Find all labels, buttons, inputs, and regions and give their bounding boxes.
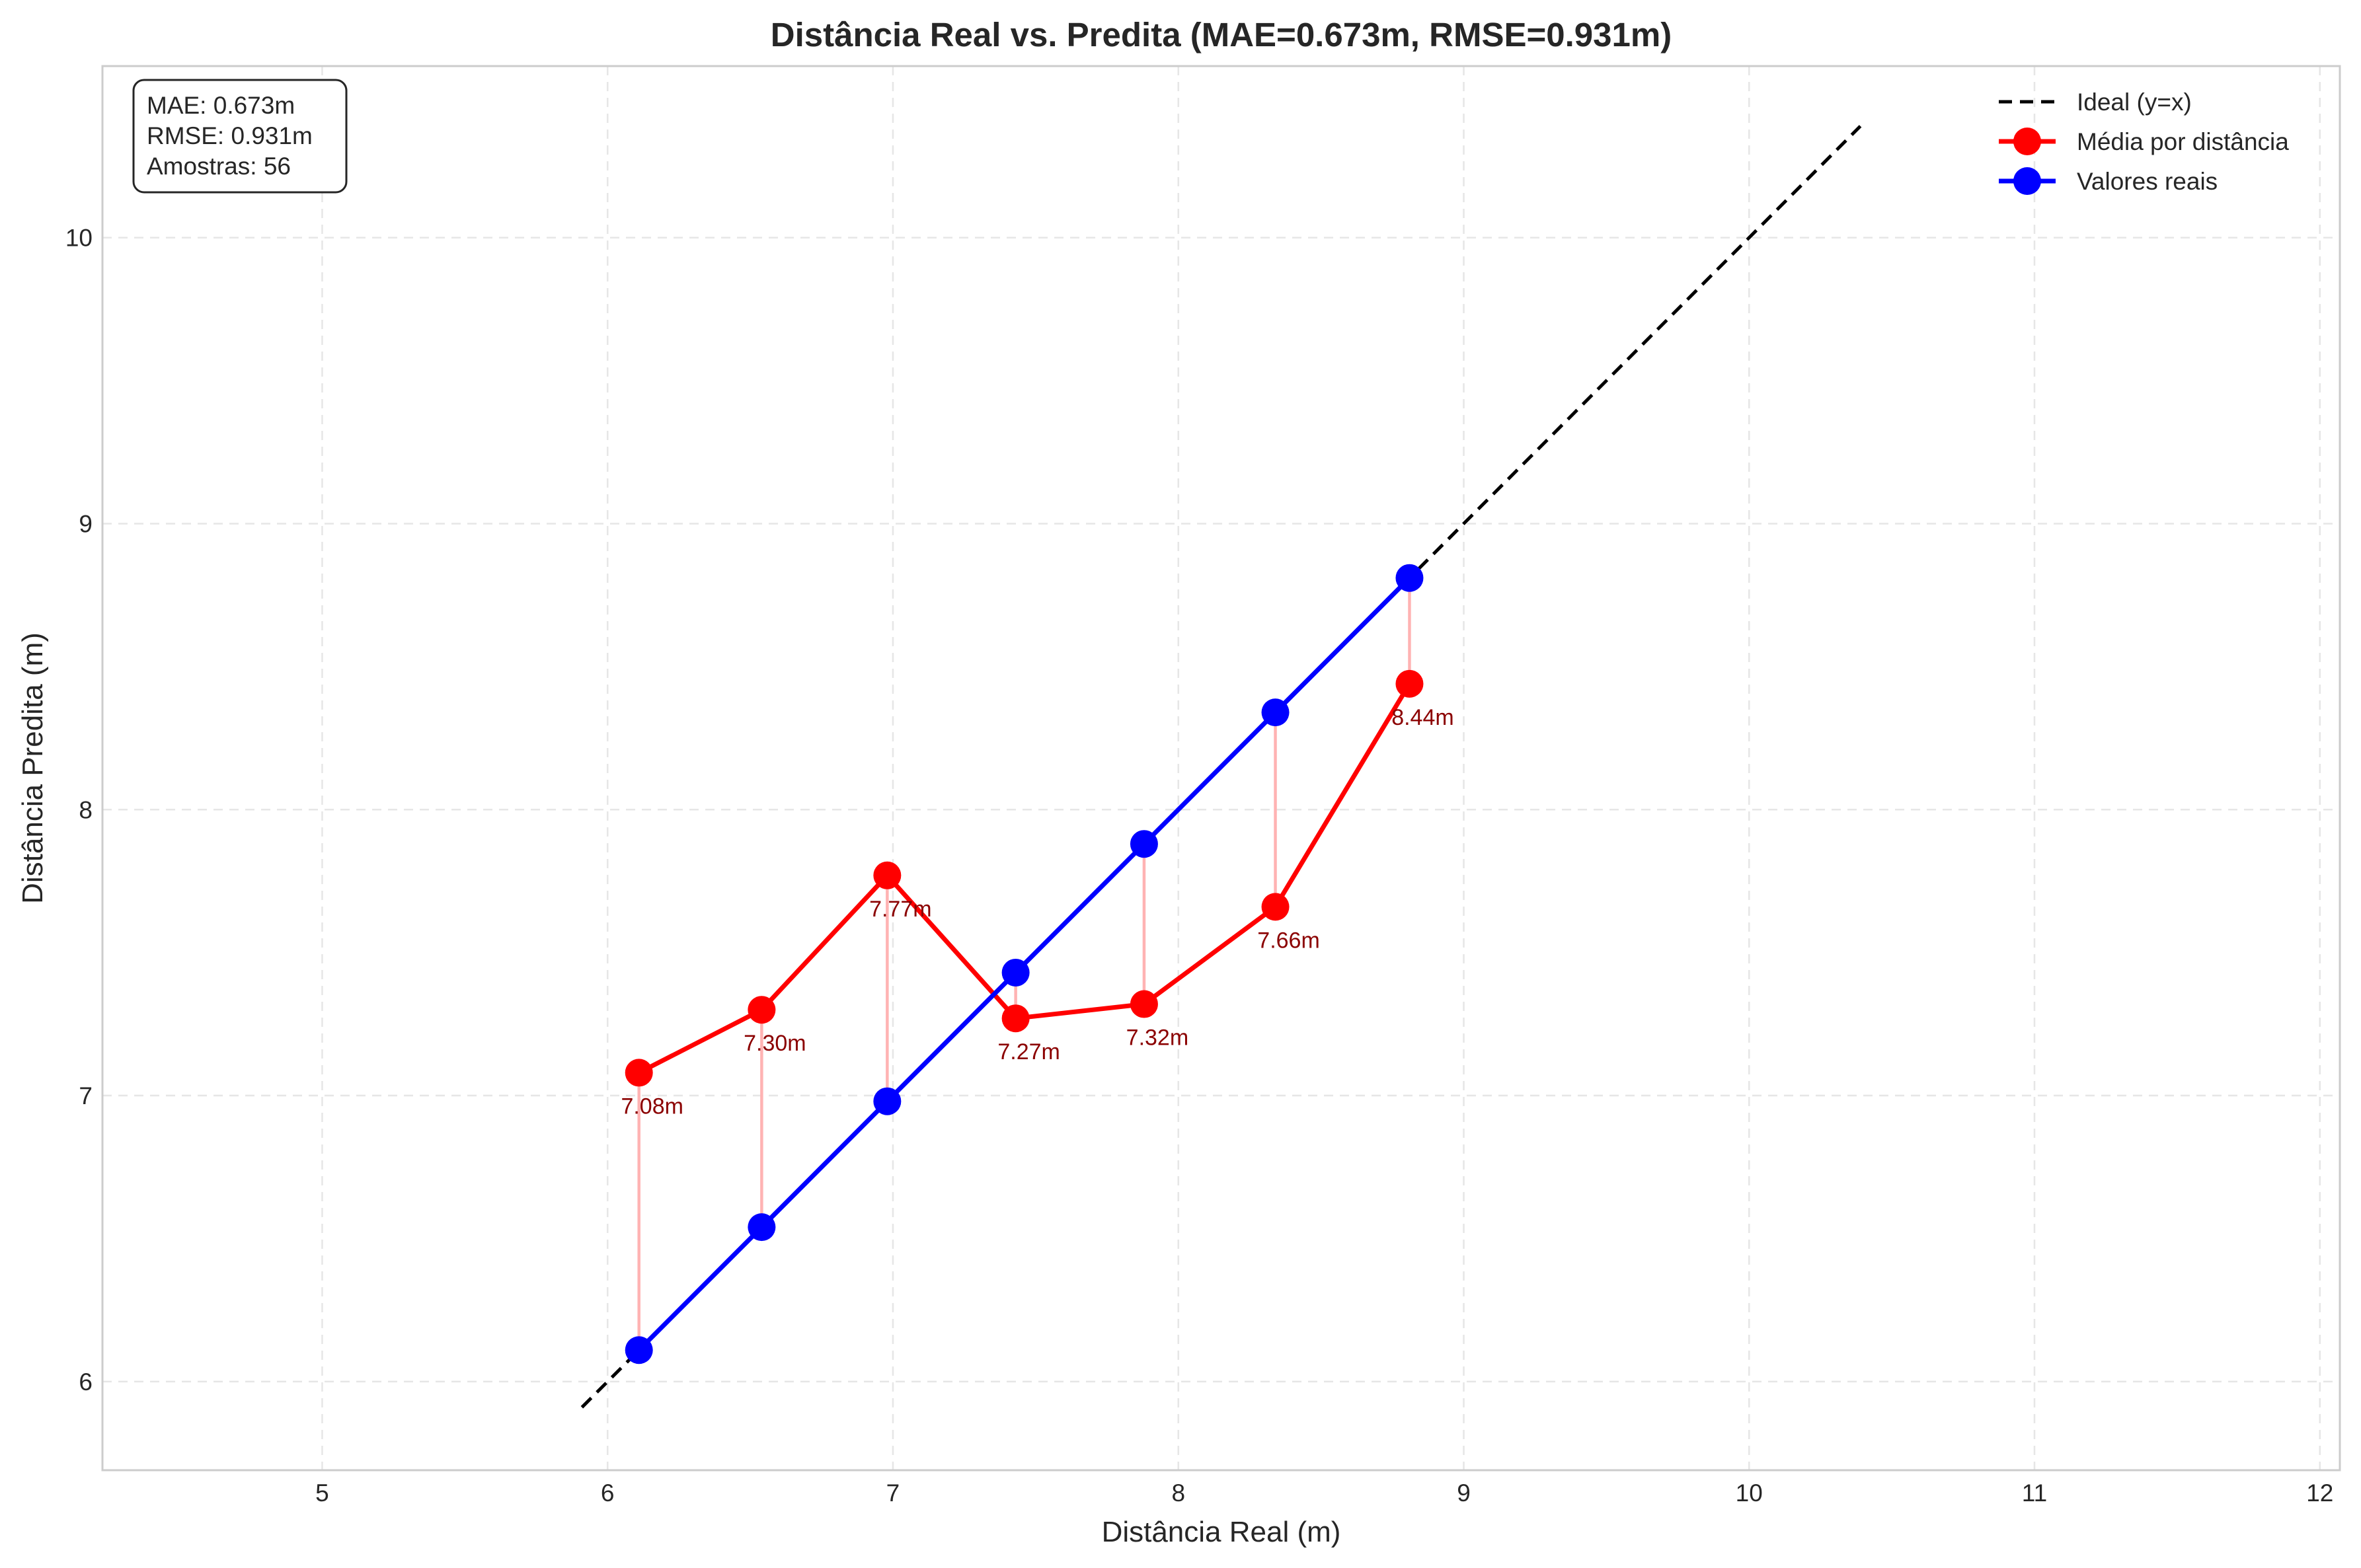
data-point-reais — [625, 1336, 653, 1364]
data-label: 7.77m — [869, 897, 932, 922]
data-point-reais — [873, 1087, 902, 1115]
data-point-reais — [1001, 958, 1030, 987]
legend-item-media: Média por distância — [1999, 128, 2289, 155]
error-connectors — [637, 578, 1411, 1351]
axis-ticks: 5 6 7 8 9 10 11 12 6 7 8 9 10 — [65, 225, 2334, 1507]
data-point-reais — [1395, 564, 1424, 592]
data-label: 8.44m — [1391, 705, 1454, 730]
chart-title: Distância Real vs. Predita (MAE=0.673m, … — [771, 16, 1672, 54]
data-point-media — [1001, 1004, 1030, 1033]
data-point-media — [748, 996, 776, 1024]
series — [580, 125, 1862, 1409]
data-label: 7.32m — [1126, 1026, 1189, 1051]
x-tick-label: 7 — [886, 1479, 900, 1507]
x-axis-label: Distância Real (m) — [1102, 1516, 1341, 1548]
legend-item-reais: Valores reais — [1999, 167, 2218, 195]
stats-box-frame — [132, 79, 348, 194]
data-point-reais — [1130, 830, 1158, 858]
data-point-media — [625, 1059, 653, 1087]
data-point-reais — [1261, 698, 1290, 727]
y-tick-label: 10 — [65, 225, 93, 252]
data-point-media — [1395, 669, 1424, 698]
stats-mae: MAE: 0.673m — [147, 92, 295, 119]
value-annotations: 7.08m 7.30m 7.77m 7.27m 7.32m 7.66m 8.44m — [621, 705, 1453, 1119]
stats-samples: Amostras: 56 — [147, 153, 291, 180]
legend-swatch-reais-marker — [2013, 167, 2041, 195]
x-tick-label: 5 — [315, 1479, 329, 1507]
data-label: 7.27m — [997, 1039, 1060, 1064]
legend-label-ideal: Ideal (y=x) — [2077, 89, 2192, 116]
x-tick-label: 6 — [601, 1479, 615, 1507]
legend: Ideal (y=x) Média por distância Valores … — [1999, 89, 2289, 195]
stats-box: MAE: 0.673m RMSE: 0.931m Amostras: 56 — [132, 79, 348, 194]
legend-swatch-media-marker — [2013, 128, 2041, 155]
data-point-media — [1130, 990, 1158, 1018]
grid — [102, 66, 2340, 1470]
data-label: 7.08m — [621, 1094, 683, 1119]
x-tick-label: 8 — [1171, 1479, 1185, 1507]
data-point-media — [1261, 893, 1290, 921]
y-tick-label: 6 — [79, 1368, 93, 1396]
legend-item-ideal: Ideal (y=x) — [1999, 89, 2192, 116]
data-point-media — [873, 861, 902, 889]
x-tick-label: 12 — [2306, 1479, 2333, 1507]
y-tick-label: 7 — [79, 1082, 93, 1109]
plot-frame — [101, 65, 2341, 1472]
legend-label-reais: Valores reais — [2077, 168, 2218, 195]
y-axis-label: Distância Predita (m) — [17, 632, 49, 904]
y-tick-label: 9 — [79, 510, 93, 537]
y-tick-label: 8 — [79, 796, 93, 823]
x-tick-label: 11 — [2022, 1479, 2047, 1507]
stats-rmse: RMSE: 0.931m — [147, 122, 313, 149]
data-label: 7.66m — [1257, 928, 1320, 953]
x-tick-label: 10 — [1736, 1479, 1763, 1507]
data-point-reais — [748, 1213, 776, 1242]
x-tick-label: 9 — [1457, 1479, 1471, 1507]
legend-label-media: Média por distância — [2077, 128, 2289, 155]
data-label: 7.30m — [744, 1031, 806, 1056]
